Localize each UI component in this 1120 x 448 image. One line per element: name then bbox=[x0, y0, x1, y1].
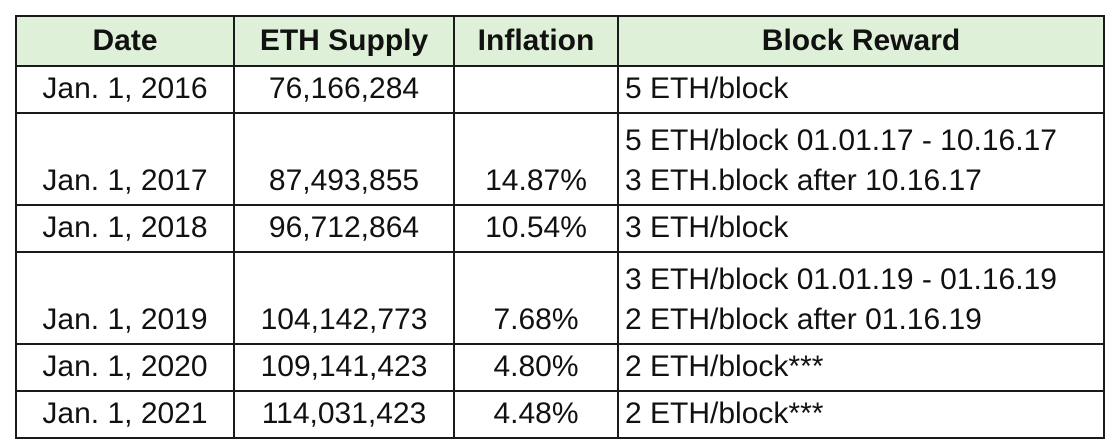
cell-block-reward: 3 ETH/block 01.01.19 - 01.16.19 2 ETH/blo… bbox=[617, 251, 1105, 345]
block-reward-line: 3 ETH.block after 10.16.17 bbox=[625, 164, 982, 197]
cell-eth-supply: 96,712,864 bbox=[233, 204, 455, 253]
column-header-inflation: Inflation bbox=[453, 15, 619, 67]
cell-block-reward: 5 ETH/block bbox=[617, 65, 1105, 114]
cell-date: Jan. 1, 2019 bbox=[15, 251, 235, 345]
cell-inflation: 14.87% bbox=[453, 112, 619, 206]
block-reward-line: 2 ETH/block after 01.16.19 bbox=[625, 303, 982, 336]
table-row: Jan. 1, 2021 114,031,423 4.48% 2 ETH/block*… bbox=[15, 390, 1105, 439]
cell-eth-supply: 104,142,773 bbox=[233, 251, 455, 345]
table-row: Jan. 1, 2018 96,712,864 10.54% 3 ETH/block bbox=[15, 204, 1105, 253]
column-header-eth-supply: ETH Supply bbox=[233, 15, 455, 67]
cell-eth-supply: 87,493,855 bbox=[233, 112, 455, 206]
table-header-row: Date ETH Supply Inflation Block Reward bbox=[15, 15, 1105, 67]
block-reward-line: 2 ETH/block*** bbox=[625, 397, 824, 430]
cell-date: Jan. 1, 2017 bbox=[15, 112, 235, 206]
block-reward-line: 2 ETH/block*** bbox=[625, 350, 824, 383]
cell-eth-supply: 114,031,423 bbox=[233, 390, 455, 439]
block-reward-line: 3 ETH/block 01.01.19 - 01.16.19 bbox=[625, 263, 1057, 296]
table-row: Jan. 1, 2019 104,142,773 7.68% 3 ETH/block … bbox=[15, 251, 1105, 345]
cell-inflation: 10.54% bbox=[453, 204, 619, 253]
table-body: Jan. 1, 2016 76,166,284 5 ETH/block Jan. 1,… bbox=[15, 65, 1105, 439]
table-row: Jan. 1, 2016 76,166,284 5 ETH/block bbox=[15, 65, 1105, 114]
cell-date: Jan. 1, 2021 bbox=[15, 390, 235, 439]
cell-inflation: 7.68% bbox=[453, 251, 619, 345]
column-header-date: Date bbox=[15, 15, 235, 67]
cell-block-reward: 3 ETH/block bbox=[617, 204, 1105, 253]
cell-date: Jan. 1, 2020 bbox=[15, 343, 235, 392]
cell-inflation: 4.48% bbox=[453, 390, 619, 439]
cell-block-reward: 2 ETH/block*** bbox=[617, 390, 1105, 439]
block-reward-line: 5 ETH/block bbox=[625, 72, 789, 105]
eth-supply-table-container: Date ETH Supply Inflation Block Reward J… bbox=[15, 15, 1105, 439]
cell-inflation: 4.80% bbox=[453, 343, 619, 392]
cell-block-reward: 5 ETH/block 01.01.17 - 10.16.17 3 ETH.blo… bbox=[617, 112, 1105, 206]
block-reward-line: 5 ETH/block 01.01.17 - 10.16.17 bbox=[625, 124, 1057, 157]
block-reward-line: 3 ETH/block bbox=[625, 211, 789, 244]
cell-inflation bbox=[453, 65, 619, 114]
eth-supply-table: Date ETH Supply Inflation Block Reward J… bbox=[15, 15, 1105, 439]
cell-date: Jan. 1, 2018 bbox=[15, 204, 235, 253]
cell-eth-supply: 76,166,284 bbox=[233, 65, 455, 114]
table-row: Jan. 1, 2020 109,141,423 4.80% 2 ETH/block*… bbox=[15, 343, 1105, 392]
cell-eth-supply: 109,141,423 bbox=[233, 343, 455, 392]
cell-block-reward: 2 ETH/block*** bbox=[617, 343, 1105, 392]
table-row: Jan. 1, 2017 87,493,855 14.87% 5 ETH/block … bbox=[15, 112, 1105, 206]
cell-date: Jan. 1, 2016 bbox=[15, 65, 235, 114]
column-header-block-reward: Block Reward bbox=[617, 15, 1105, 67]
